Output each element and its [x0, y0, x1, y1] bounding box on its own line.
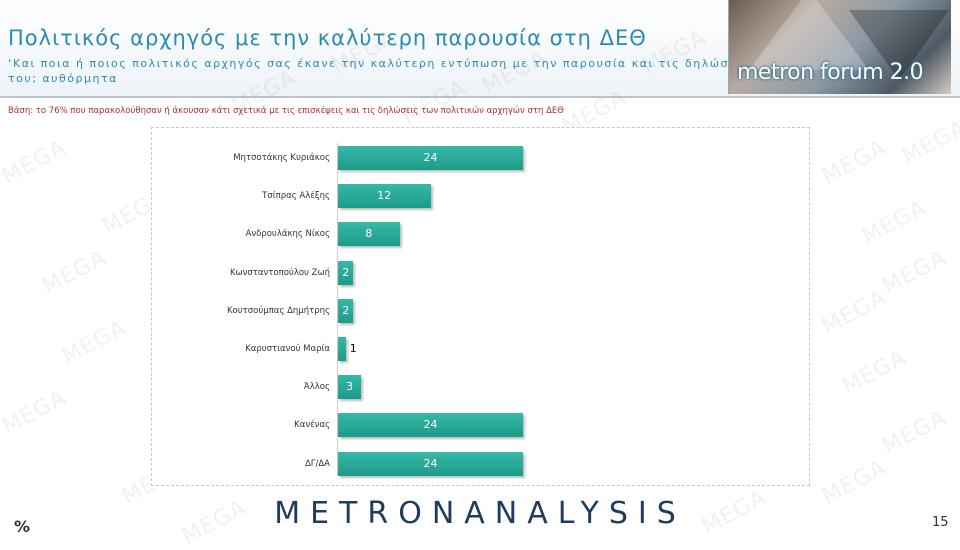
category-label: Άλλος [303, 382, 330, 393]
metron-forum-logo: metron forum 2.0 [728, 0, 951, 94]
category-label: Καρυστιανού Μαρία [245, 344, 330, 354]
bar [338, 375, 362, 400]
watermark-mega: MEGA [0, 385, 71, 440]
bar [338, 413, 523, 438]
bar [338, 337, 346, 361]
watermark-mega: MEGA [58, 315, 131, 370]
logo-decor-shape [749, 0, 869, 70]
watermark-mega: MEGA [858, 195, 931, 250]
page-subtitle: ‘Και ποια ή ποιος πολιτικός αρχηγός σας … [8, 57, 750, 85]
watermark-mega: MEGA [38, 245, 111, 300]
bar-value-label: 24 [423, 456, 438, 470]
category-label: Κανένας [294, 420, 330, 431]
bar-value-label: 1 [349, 342, 357, 355]
watermark-mega: MEGA [878, 245, 951, 300]
bar-value-label: 8 [365, 227, 373, 241]
watermark-mega: MEGA [818, 135, 891, 190]
bar-value-label: 12 [377, 189, 392, 203]
category-label: Τσίπρας Αλέξης [262, 191, 330, 202]
bar [338, 146, 523, 170]
bar [338, 222, 400, 247]
metron-analysis-logo: METRONANALYSIS [274, 496, 686, 531]
bar [338, 451, 523, 476]
bar [338, 298, 354, 323]
category-label: Κωνσταντοπούλου Ζωή [229, 267, 330, 278]
category-label: ΔΓ/ΔΑ [304, 458, 330, 469]
base-note: Βάση: το 76% που παρακολούθησαν ή άκουσα… [8, 106, 564, 116]
chart-axis-line [337, 143, 338, 475]
page-title: Πολιτικός αρχηγός με την καλύτερη παρουσ… [8, 26, 647, 50]
percent-symbol: % [14, 517, 31, 536]
watermark-mega: MEGA [878, 405, 951, 460]
category-label: Ανδρουλάκης Νίκος [245, 229, 330, 240]
bar-value-label: 24 [423, 151, 438, 164]
bar-value-label: 2 [342, 303, 350, 317]
watermark-mega: MEGA [0, 135, 71, 190]
bar [338, 260, 354, 285]
category-label: Μητσοτάκης Κυριάκος [233, 153, 330, 163]
page-number: 15 [932, 515, 949, 530]
bar [338, 184, 431, 209]
logo-decor-shape [849, 10, 949, 80]
metron-forum-logo-text: metron forum 2.0 [737, 60, 924, 85]
header-band: Πολιτικός αρχηγός με την καλύτερη παρουσ… [0, 0, 960, 98]
bar-value-label: 3 [346, 380, 354, 394]
bar-value-label: 2 [342, 265, 350, 279]
watermark-mega: MEGA [818, 285, 891, 340]
bar-value-label: 24 [423, 418, 438, 432]
watermark-mega: MEGA [898, 115, 960, 170]
category-label: Κουτσούμπας Δημήτρης [226, 305, 330, 316]
watermark-mega: MEGA [838, 345, 911, 400]
